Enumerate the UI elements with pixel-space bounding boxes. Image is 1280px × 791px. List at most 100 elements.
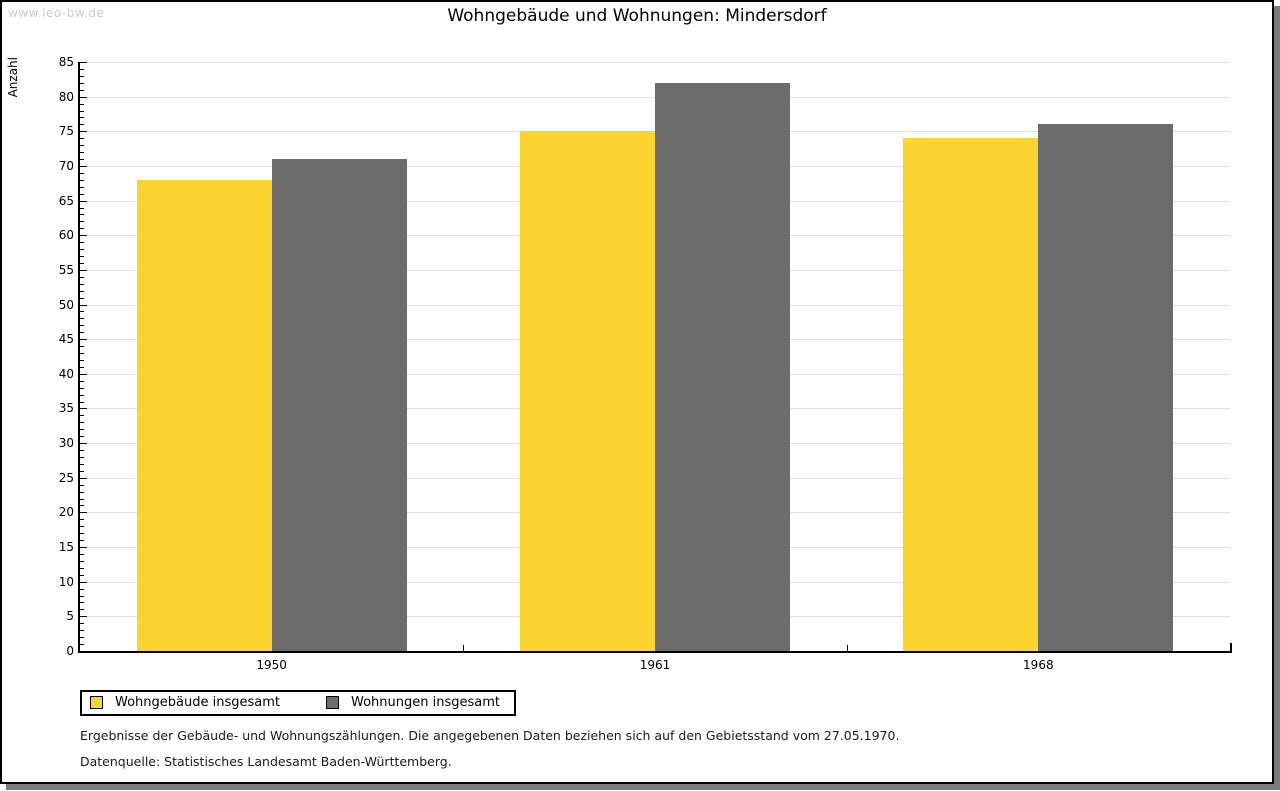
bar-1961-wohnungen [655, 82, 790, 651]
y-axis-minor-tick [80, 256, 84, 258]
y-axis-minor-tick [80, 470, 84, 472]
y-tick-label-70: 70 [58, 158, 74, 173]
y-axis-minor-tick [80, 228, 84, 230]
y-axis-minor-tick [80, 491, 84, 493]
y-axis-major-tick [80, 373, 87, 375]
y-tick-label-65: 65 [58, 193, 74, 208]
y-axis-minor-tick [80, 359, 84, 361]
y-axis-minor-tick [80, 346, 84, 348]
y-tick-label-75: 75 [58, 124, 74, 139]
legend-item-wohngebaeude: Wohngebäude insgesamt [90, 695, 280, 710]
y-axis-major-tick [80, 512, 87, 514]
y-tick-label-60: 60 [58, 228, 74, 243]
y-axis-minor-tick [80, 588, 84, 590]
y-axis-minor-tick [80, 422, 84, 424]
y-axis-minor-tick [80, 152, 84, 154]
y-tick-label-55: 55 [58, 262, 74, 277]
y-axis-major-tick [80, 235, 87, 237]
y-axis-minor-tick [80, 630, 84, 632]
y-axis-major-tick [80, 547, 87, 549]
y-tick-label-40: 40 [58, 366, 74, 381]
y-axis-minor-tick [80, 401, 84, 403]
y-axis-minor-tick [80, 159, 84, 160]
legend-swatch-yellow [90, 696, 103, 709]
y-axis-minor-tick [80, 533, 84, 535]
bar-chart-plot-area: 1950 1961 1968 0 5 10 15 20 25 30 35 40 45 50 55 60 65 70… [2, 2, 1272, 782]
y-axis-major-tick [80, 200, 87, 202]
y-tick-label-80: 80 [58, 89, 74, 104]
y-axis-minor-tick [80, 436, 84, 438]
y-axis-minor-tick [80, 276, 84, 278]
y-tick-label-35: 35 [58, 401, 74, 416]
y-axis-minor-tick [80, 526, 84, 528]
chart-title: Wohngebäude und Wohnungen: Mindersdorf [447, 6, 827, 26]
legend-label-wohnungen: Wohnungen insgesamt [351, 695, 500, 710]
y-axis-minor-tick [80, 484, 84, 486]
y-axis-minor-tick [80, 456, 84, 458]
y-axis-major-tick [80, 131, 87, 133]
y-axis-minor-tick [80, 82, 84, 84]
y-axis-minor-tick [80, 553, 84, 555]
y-axis-minor-tick [80, 595, 84, 597]
y-axis-minor-tick [80, 567, 84, 569]
y-axis-minor-tick [80, 172, 84, 174]
y-axis-minor-tick [80, 249, 84, 251]
y-tick-label-25: 25 [58, 470, 74, 485]
y-tick-label-20: 20 [58, 505, 74, 520]
y-axis-minor-tick [80, 318, 84, 320]
y-axis-minor-tick [80, 498, 84, 500]
y-axis-minor-tick [80, 262, 84, 264]
bar-1961-wohngebaeude [520, 131, 655, 651]
chart-legend: Wohngebäude insgesamt Wohnungen insgesam… [80, 690, 516, 716]
y-axis-major-tick [80, 304, 87, 306]
bar-1950-wohnungen [271, 159, 407, 651]
y-axis-minor-tick [80, 602, 84, 604]
y-tick-label-0: 0 [66, 644, 74, 658]
y-axis-major-tick [80, 269, 87, 271]
y-axis-minor-tick [80, 221, 84, 223]
y-axis-minor-tick [80, 540, 84, 542]
y-axis-minor-tick [80, 623, 84, 625]
footer-note: Ergebnisse der Gebäude- und Wohnungszähl… [80, 728, 900, 743]
y-axis-minor-tick [80, 644, 84, 646]
y-tick-label-30: 30 [58, 436, 74, 451]
watermark-url: www.leo-bw.de [8, 6, 105, 20]
y-axis-minor-tick [80, 415, 84, 417]
y-axis-minor-tick [80, 75, 84, 77]
bar-1950-wohngebaeude [136, 179, 272, 651]
y-tick-label-45: 45 [58, 332, 74, 347]
y-axis-minor-tick [80, 138, 84, 140]
y-axis-minor-tick [80, 387, 84, 389]
x-tick-label-1950: 1950 [256, 658, 287, 672]
y-axis-minor-tick [80, 450, 84, 452]
y-axis-minor-tick [80, 519, 84, 521]
y-axis-minor-tick [80, 110, 84, 112]
y-axis-minor-tick [80, 179, 84, 181]
y-axis-major-tick [80, 408, 87, 410]
x-axis-boundary-tick [846, 645, 848, 651]
legend-label-wohngebaeude: Wohngebäude insgesamt [115, 695, 280, 710]
y-axis-minor-tick [80, 366, 84, 368]
y-axis-major-tick [80, 62, 87, 63]
y-axis-minor-tick [80, 283, 84, 285]
x-axis-boundary-tick [463, 645, 465, 651]
y-axis-minor-tick [80, 463, 84, 465]
y-axis-minor-tick [80, 242, 84, 244]
x-tick-label-1968: 1968 [1023, 658, 1054, 672]
y-axis-minor-tick [80, 117, 84, 119]
y-axis-minor-tick [80, 332, 84, 334]
y-axis-minor-tick [80, 574, 84, 576]
bar-1968-wohnungen [1038, 124, 1174, 651]
y-tick-label-5: 5 [66, 609, 74, 624]
x-axis-end-cap [1230, 643, 1232, 651]
y-axis-minor-tick [80, 311, 84, 313]
y-axis-minor-tick [80, 560, 84, 562]
y-axis-minor-tick [80, 214, 84, 216]
y-axis-minor-tick [80, 325, 84, 327]
y-axis-major-tick [80, 443, 87, 445]
y-axis-minor-tick [80, 207, 84, 209]
y-axis-minor-tick [80, 103, 84, 105]
y-axis-minor-tick [80, 89, 84, 91]
y-axis-minor-tick [80, 68, 84, 70]
